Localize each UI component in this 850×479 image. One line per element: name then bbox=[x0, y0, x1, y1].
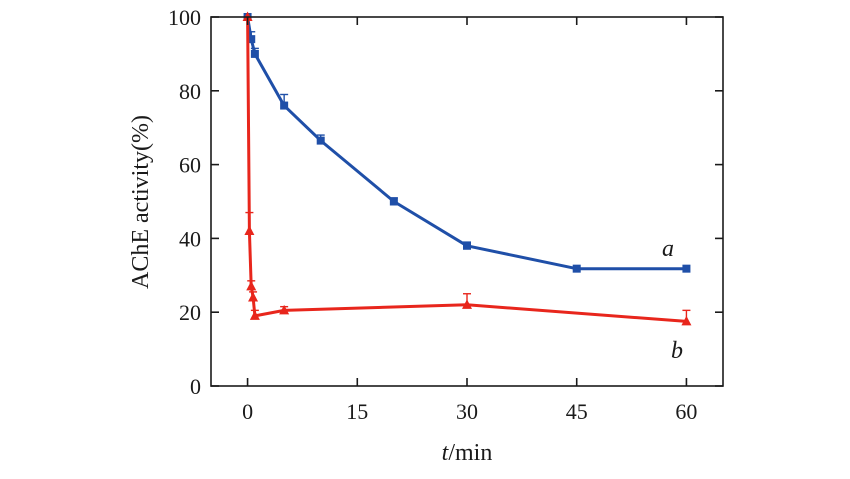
series-line-b bbox=[246, 16, 687, 323]
series-line-a bbox=[246, 16, 687, 271]
plot-frame bbox=[210, 16, 724, 387]
y-tick-label: 100 bbox=[168, 5, 201, 30]
data-point-a bbox=[280, 101, 289, 110]
data-point-a bbox=[463, 241, 471, 250]
y-tick-label: 0 bbox=[190, 374, 201, 399]
series-a bbox=[243, 13, 691, 273]
x-tick-label: 45 bbox=[566, 399, 588, 424]
x-tick-label: 60 bbox=[675, 399, 697, 424]
curve-label-a: a bbox=[662, 236, 674, 262]
series-b bbox=[242, 11, 692, 326]
y-tick-label: 20 bbox=[179, 300, 201, 325]
data-point-a bbox=[247, 35, 256, 44]
x-axis-title: t/min bbox=[442, 440, 493, 466]
x-axis-title-unit: /min bbox=[448, 440, 492, 466]
x-tick-label: 15 bbox=[346, 399, 368, 424]
data-point-b bbox=[249, 310, 260, 320]
curve-label-b: b bbox=[671, 338, 683, 364]
data-point-b bbox=[681, 315, 692, 326]
data-point-b bbox=[248, 291, 259, 302]
x-tick-label: 0 bbox=[242, 399, 253, 424]
y-axis-title: AChE activity(%) bbox=[128, 115, 154, 289]
data-point-b bbox=[462, 299, 472, 309]
data-point-b bbox=[244, 225, 255, 236]
data-point-a bbox=[250, 49, 259, 58]
data-point-b bbox=[246, 280, 257, 291]
data-point-a bbox=[316, 136, 325, 145]
data-point-b bbox=[279, 304, 290, 315]
data-point-a bbox=[572, 264, 581, 273]
ticks-layer: 0 15 30 45 60 0 20 40 60 80 100 bbox=[168, 5, 723, 424]
data-point-a bbox=[682, 264, 691, 273]
x-axis-title-italic: t bbox=[442, 440, 450, 466]
y-tick-label: 40 bbox=[179, 226, 201, 251]
y-tick-label: 80 bbox=[179, 79, 201, 104]
x-tick-label: 30 bbox=[456, 399, 478, 424]
y-tick-label: 60 bbox=[179, 153, 201, 178]
data-point-a bbox=[389, 197, 398, 206]
series-layer bbox=[242, 11, 692, 326]
